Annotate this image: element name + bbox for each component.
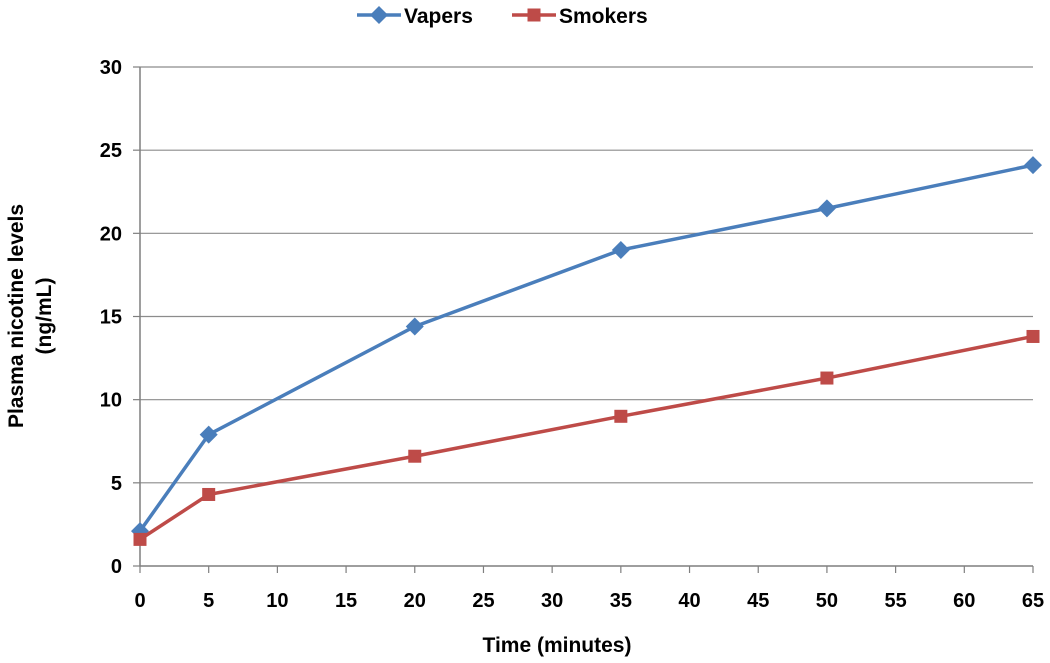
y-tick-label: 25 <box>100 140 122 162</box>
x-tick-label: 0 <box>134 590 145 612</box>
data-point-vapers <box>199 425 218 444</box>
data-point-smokers <box>408 449 422 463</box>
data-point-smokers <box>202 487 216 501</box>
data-point-smokers <box>614 409 628 423</box>
x-tick-label: 35 <box>610 590 632 612</box>
y-tick-label: 20 <box>100 223 122 245</box>
axes: 0 5 10 15 20 25 30 0 5 10 15 20 25 30 35 40 45 50 55 60 65 <box>100 57 1044 612</box>
legend-label-vapers: Vapers <box>404 5 473 28</box>
data-point-smokers <box>1026 329 1040 343</box>
x-axis-title: Time (minutes) <box>483 634 632 657</box>
x-tick-label: 25 <box>472 590 494 612</box>
x-tick-label: 45 <box>747 590 769 612</box>
y-tick-label: 30 <box>100 57 122 79</box>
x-tick-label: 30 <box>541 590 563 612</box>
legend-label-smokers: Smokers <box>559 5 648 28</box>
x-tick-label: 60 <box>953 590 975 612</box>
series-layer <box>131 156 1042 546</box>
y-axis-title-line-2: (ng/mL) <box>33 278 56 355</box>
legend: Vapers Smokers <box>357 5 648 28</box>
y-axis-title: Plasma nicotine levels (ng/mL) <box>5 204 56 428</box>
series-vapers <box>131 156 1042 541</box>
data-point-vapers <box>611 240 630 259</box>
series-line-smokers <box>139 334 1034 541</box>
series-line-vapers <box>138 163 1034 533</box>
x-tick-label: 10 <box>266 590 288 612</box>
x-tick-label: 55 <box>884 590 906 612</box>
legend-marker-vapers <box>370 6 388 24</box>
series-smokers <box>133 329 1040 546</box>
data-point-vapers <box>405 317 424 336</box>
data-point-smokers <box>820 371 834 385</box>
x-tick-label: 50 <box>816 590 838 612</box>
legend-marker-smokers <box>527 8 541 22</box>
data-point-vapers <box>817 199 836 218</box>
data-point-smokers <box>133 532 147 546</box>
gridlines <box>140 66 1033 484</box>
legend-item-vapers: Vapers <box>357 5 473 28</box>
x-tick-label: 15 <box>335 590 357 612</box>
x-tick-label: 40 <box>678 590 700 612</box>
data-point-vapers <box>1024 156 1042 175</box>
x-tick-label: 65 <box>1022 590 1044 612</box>
y-tick-label: 5 <box>111 473 122 495</box>
x-tick-label: 20 <box>404 590 426 612</box>
y-axis-title-line-1: Plasma nicotine levels <box>5 204 28 428</box>
x-tick-label: 5 <box>203 590 214 612</box>
y-tick-label: 10 <box>100 390 122 412</box>
y-tick-label: 0 <box>111 556 122 578</box>
y-tick-label: 15 <box>100 307 122 329</box>
legend-item-smokers: Smokers <box>512 5 648 28</box>
